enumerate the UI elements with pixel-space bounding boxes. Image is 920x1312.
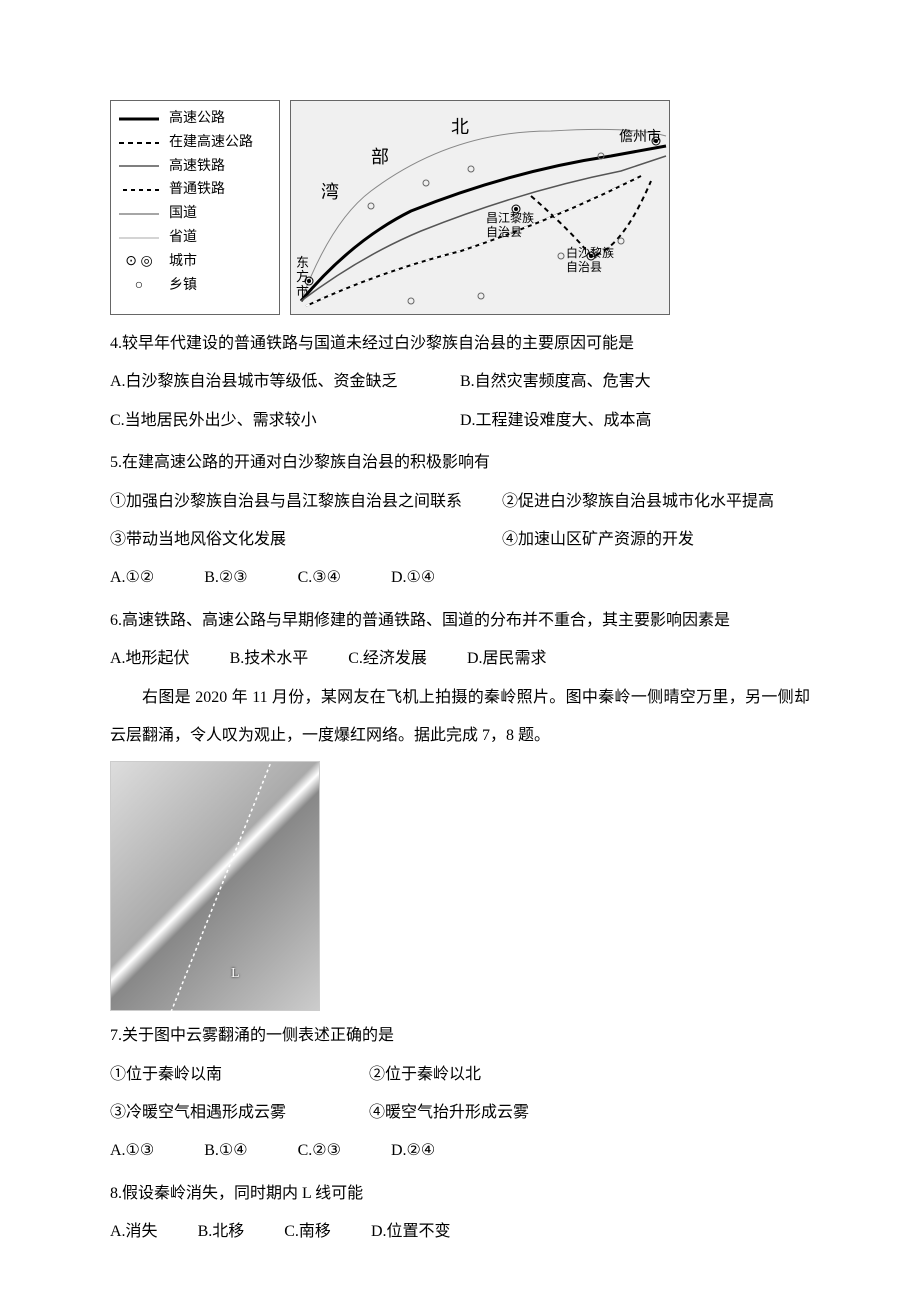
- q5-opt-a: A.①②: [110, 559, 154, 597]
- legend-item-building-expressway: 在建高速公路: [119, 131, 271, 155]
- map-label-danzhou: 儋州市: [619, 121, 661, 155]
- q5-item-3: ③带动当地风俗文化发展: [110, 521, 502, 559]
- line-solid-thick-icon: [119, 115, 159, 123]
- q4-opt-a: A.白沙黎族自治县城市等级低、资金缺乏: [110, 363, 460, 401]
- line-thin3-icon: [119, 234, 159, 242]
- photo-line-label: L: [231, 957, 240, 991]
- legend-item-hsr: 高速铁路: [119, 155, 271, 179]
- legend-label: 乡镇: [169, 274, 197, 298]
- q7-stem: 7.关于图中云雾翻涌的一侧表述正确的是: [110, 1017, 810, 1055]
- map-label-north: 北: [451, 106, 469, 149]
- map-label-bu: 部: [371, 136, 389, 179]
- legend-label: 高速公路: [169, 107, 225, 131]
- legend-label: 普通铁路: [169, 178, 225, 202]
- q6-opt-d: D.居民需求: [467, 640, 547, 678]
- q7-item-3: ③冷暖空气相遇形成云雾: [110, 1094, 369, 1132]
- q5-stem: 5.在建高速公路的开通对白沙黎族自治县的积极影响有: [110, 444, 810, 482]
- legend-item-provincial-road: 省道: [119, 226, 271, 250]
- legend-item-rail: 普通铁路: [119, 178, 271, 202]
- q8-opt-c: C.南移: [284, 1213, 331, 1251]
- q8-opt-a: A.消失: [110, 1213, 158, 1251]
- line-rail-icon: [119, 186, 159, 194]
- q4-opt-c: C.当地居民外出少、需求较小: [110, 402, 460, 440]
- town-marker-icon: ○: [119, 274, 159, 298]
- q5-opt-d: D.①④: [391, 559, 435, 597]
- q4-opt-b: B.自然灾害频度高、危害大: [460, 363, 810, 401]
- map-label-dongfang: 东 方 市: [296, 256, 309, 299]
- legend-item-city: ⊙ ◎ 城市: [119, 250, 271, 274]
- map-svg: [291, 101, 670, 315]
- q6-opt-a: A.地形起伏: [110, 640, 190, 678]
- question-7: 7.关于图中云雾翻涌的一侧表述正确的是 ①位于秦岭以南 ②位于秦岭以北 ③冷暖空…: [110, 1017, 810, 1171]
- line-dash-icon: [119, 139, 159, 147]
- line-thin-icon: [119, 162, 159, 170]
- q6-opt-b: B.技术水平: [230, 640, 309, 678]
- q7-item-4: ④暖空气抬升形成云雾: [369, 1094, 529, 1132]
- q7-opt-c: C.②③: [298, 1132, 341, 1170]
- q7-opt-b: B.①④: [204, 1132, 247, 1170]
- question-4: 4.较早年代建设的普通铁路与国道未经过白沙黎族自治县的主要原因可能是 A.白沙黎…: [110, 325, 810, 440]
- legend-item-expressway: 高速公路: [119, 107, 271, 131]
- q4-stem: 4.较早年代建设的普通铁路与国道未经过白沙黎族自治县的主要原因可能是: [110, 325, 810, 363]
- q6-stem: 6.高速铁路、高速公路与早期修建的普通铁路、国道的分布并不重合，其主要影响因素是: [110, 602, 810, 640]
- q7-opt-d: D.②④: [391, 1132, 435, 1170]
- q5-item-2: ②促进白沙黎族自治县城市化水平提高: [502, 483, 774, 521]
- map-box: 北 部 湾 儋州市 昌江黎族 自治县 白沙黎族 自治县 东 方 市: [290, 100, 670, 315]
- figure-legend-map: 高速公路 在建高速公路 高速铁路 普通铁路: [110, 100, 810, 315]
- map-label-baisha: 白沙黎族 自治县: [566, 246, 614, 275]
- q7-item-1: ①位于秦岭以南: [110, 1056, 369, 1094]
- q7-opt-a: A.①③: [110, 1132, 154, 1170]
- q5-item-1: ①加强白沙黎族自治县与昌江黎族自治县之间联系: [110, 483, 502, 521]
- q8-opt-d: D.位置不变: [371, 1213, 451, 1251]
- q8-stem: 8.假设秦岭消失，同时期内 L 线可能: [110, 1175, 810, 1213]
- legend-item-national-road: 国道: [119, 202, 271, 226]
- map-label-wan: 湾: [321, 171, 339, 214]
- legend-label: 城市: [169, 250, 197, 274]
- q5-opt-c: C.③④: [298, 559, 341, 597]
- question-5: 5.在建高速公路的开通对白沙黎族自治县的积极影响有 ①加强白沙黎族自治县与昌江黎…: [110, 444, 810, 598]
- line-thin2-icon: [119, 210, 159, 218]
- question-6: 6.高速铁路、高速公路与早期修建的普通铁路、国道的分布并不重合，其主要影响因素是…: [110, 602, 810, 679]
- legend-item-town: ○ 乡镇: [119, 274, 271, 298]
- q7-item-2: ②位于秦岭以北: [369, 1056, 481, 1094]
- qinling-photo: L: [110, 761, 320, 1011]
- intro-qinling: 右图是 2020 年 11 月份，某网友在飞机上拍摄的秦岭照片。图中秦岭一侧晴空…: [110, 679, 810, 756]
- legend-label: 国道: [169, 202, 197, 226]
- q6-opt-c: C.经济发展: [348, 640, 427, 678]
- city-marker-icon: ⊙ ◎: [119, 250, 159, 274]
- map-label-changjiang: 昌江黎族 自治县: [486, 211, 534, 240]
- legend-label: 在建高速公路: [169, 131, 253, 155]
- q8-opt-b: B.北移: [198, 1213, 245, 1251]
- q5-opt-b: B.②③: [204, 559, 247, 597]
- q4-opt-d: D.工程建设难度大、成本高: [460, 402, 810, 440]
- question-8: 8.假设秦岭消失，同时期内 L 线可能 A.消失 B.北移 C.南移 D.位置不…: [110, 1175, 810, 1252]
- legend-box: 高速公路 在建高速公路 高速铁路 普通铁路: [110, 100, 280, 315]
- q5-item-4: ④加速山区矿产资源的开发: [502, 521, 694, 559]
- legend-label: 高速铁路: [169, 155, 225, 179]
- legend-label: 省道: [169, 226, 197, 250]
